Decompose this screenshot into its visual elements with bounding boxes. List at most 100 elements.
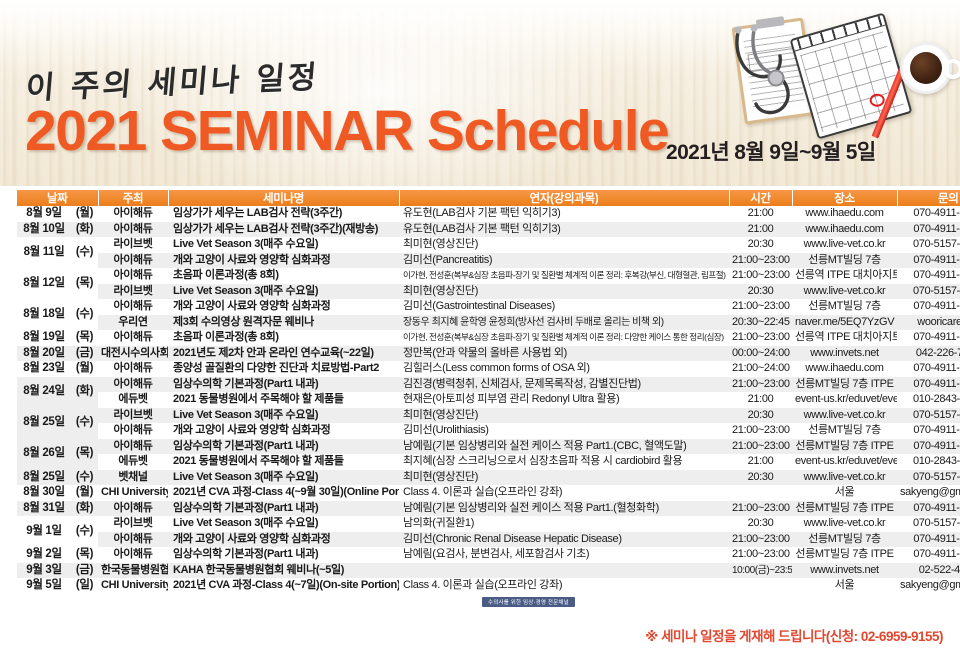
cell-host: 우리연 [98,314,168,330]
cell-contact: 070-4911-7921 [897,361,960,377]
cell-lecturer: 유도현(LAB검사 기본 팩턴 익히기3) [399,221,729,237]
table-row: 우리연 제3회 수의영상 원격자문 웨비나 장동우 최지혜 윤학영 윤정희(방사선 … [17,314,960,330]
cell-seminar-name: KAHA 한국동물병원협회 웨비나(~5일) [168,562,399,578]
cell-time: 21:00~23:00 [729,376,792,392]
cell-date: 9월 3일 [17,562,71,578]
cell-time: 21:00~23:00 [729,531,792,547]
cell-seminar-name: Live Vet Season 3(매주 수요일) [168,283,399,299]
cell-time: 21:00~24:00 [729,361,792,377]
cell-contact: 02-522-4722 [897,562,960,578]
cell-seminar-name: 개와 고양이 사료와 영양학 심화과정 [168,299,399,315]
cell-place: www.live-vet.co.kr [792,469,897,485]
cell-seminar-name: 개와 고양이 사료와 영양학 심화과정 [168,423,399,439]
table-header: 날짜 주최 세미나명 연자(강의과목) 시간 장소 문의 [17,190,960,206]
cell-lecturer: 김힐러스(Less common forms of OSA 외) [399,361,729,377]
cell-contact: 070-5157-0084 [897,283,960,299]
cell-seminar-name: 제3회 수의영상 원격자문 웨비나 [168,314,399,330]
cell-host: 아이해듀 [98,361,168,377]
table-row: 8월 20일 (금) 대전시수의사회 2021년도 제2차 안과 온라인 연수교육(~… [17,345,960,361]
cell-host: CHI University [98,485,168,501]
cell-seminar-name: 2021 동물병원에서 주목해야 할 제품들 [168,454,399,470]
cell-host: 라이브벳 [98,237,168,253]
cell-place: 서울 [792,485,897,501]
cell-seminar-name: 2021 동물병원에서 주목해야 할 제품들 [168,392,399,408]
column-header-seminar-name: 세미나명 [168,190,400,206]
cell-place: www.ihaedu.com [792,361,897,377]
cell-time: 00:00~24:00 [729,345,792,361]
cell-lecturer: 장동우 최지혜 윤학영 윤정희(방사선 검사비 두배로 올리는 비책 외) [399,314,729,330]
cell-seminar-name: 종양성 골질환의 다양한 진단과 치료방법-Part2 [168,361,399,377]
cell-contact: 042-226-7555 [897,345,960,361]
cell-place: www.ihaedu.com [792,221,897,237]
cell-date: 8월 20일 [17,345,71,361]
coffee-cup-icon [900,42,960,94]
cell-lecturer: 남예림(요검사, 분변검사, 세포함검사 기초) [399,547,729,563]
cell-contact: 070-4911-7921 [897,206,960,222]
cell-time: 21:00~23:00 [729,423,792,439]
table-row: 8월 10일 (화) 아이해듀 임상가가 세우는 LAB검사 전략(3주간)(재방송)… [17,221,960,237]
cell-place: 선릉MT빌딩 7층 [792,299,897,315]
cell-lecturer: 김미선(Urolithiasis) [399,423,729,439]
footnote-notice: ※ 세미나 일정을 게재해 드립니다(신청: 02-6959-9155) [645,629,943,644]
cell-lecturer: 김진경(병력청취, 신체검사, 문제목록작성, 감별진단법) [399,376,729,392]
cell-date: 8월 30일 [17,485,71,501]
cell-seminar-name: 초음파 이론과정(총 8회) [168,268,399,284]
table-row: 8월 25일 (수) 벳채널 Live Vet Season 3(매주 수요일) 최미현… [17,469,960,485]
page-title: 2021 SEMINAR Schedule [25,99,670,163]
cell-time: 21:00~23:00 [729,252,792,268]
cell-contact: 070-4911-7921 [897,423,960,439]
cell-place: 서울 [792,578,897,594]
cell-day-of-week: (화) [71,221,98,237]
cell-place: 선릉MT빌딩 7층 ITPE [792,547,897,563]
cell-time: 20:30 [729,283,792,299]
cell-place: 선릉MT빌딩 7층 [792,531,897,547]
cell-contact: 070-4911-7921 [897,500,960,516]
cell-lecturer: 김미선(Pancreatitis) [399,252,729,268]
column-header-host: 주최 [98,190,169,206]
cell-date: 8월 23일 [17,361,71,377]
table-row: 8월 26일 (목) 아이해듀 임상수의학 기본과정(Part1 내과) 남예림(기본 … [17,438,960,470]
cell-host: 아이해듀 [98,221,168,237]
cell-lecturer: 최지혜(심장 스크리닝으로서 심장초음파 적용 시 cardiobird 활용 [399,454,729,470]
cell-date: 8월 10일 [17,221,71,237]
table-header-row: 날짜 주최 세미나명 연자(강의과목) 시간 장소 문의 [17,190,960,206]
cell-contact: 070-5157-0084 [897,237,960,253]
seminar-schedule-table: 날짜 주최 세미나명 연자(강의과목) 시간 장소 문의 8월 9일 (월) 아이해… [17,190,960,594]
cell-contact: 070-4911-7921 [897,221,960,237]
cell-date: 9월 2일 [17,547,71,563]
cell-seminar-name: Live Vet Season 3(매주 수요일) [168,407,399,423]
cell-place: www.ihaedu.com [792,206,897,222]
cell-lecturer: 현재은(아토피성 피부염 관리 Redonyl Ultra 활용) [399,392,729,408]
cell-lecturer: Class 4. 이론과 실습(오프라인 강좌) [399,578,729,594]
column-header-place: 장소 [792,190,898,206]
cell-contact: 070-5157-0084 [897,469,960,485]
table-row: 9월 5일 (일) CHI University 2021년 CVA 과정-Class… [17,578,960,594]
cell-date: 8월 18일 [17,299,71,330]
cell-host: 아이해듀 [98,299,168,315]
table-row: 8월 12일 (목) 아이해듀 초음파 이론과정(총 8회) 이가현, 전성훈(복부&심… [17,268,960,299]
cell-place: 선릉MT빌딩 7층 ITPE [792,500,897,516]
cell-contact: 010-2843-3152 [897,392,960,408]
cell-date: 8월 31일 [17,500,71,516]
cell-lecturer: 최미현(영상진단) [399,283,729,299]
cell-seminar-name: 개와 고양이 사료와 영양학 심화과정 [168,252,399,268]
cell-place: 선릉MT빌딩 7층 ITPE [792,438,897,454]
cell-place: 선릉MT빌딩 7층 ITPE [792,376,897,392]
cell-day-of-week: (목) [71,547,98,563]
cell-time: 21:00 [729,392,792,408]
cell-seminar-name: 초음파 이론과정(총 8회) [168,330,399,346]
cell-host: 아이해듀 [98,531,168,547]
cell-day-of-week: (월) [71,485,98,501]
cell-lecturer: 정만복(안과 약물의 올바른 사용법 외) [399,345,729,361]
cell-contact: 070-4911-7921 [897,547,960,563]
cell-contact: 070-4911-7921 [897,299,960,315]
cell-lecturer [399,562,729,578]
cell-place: naver.me/5EQ7YzGV [792,314,897,330]
cell-time: 21:00 [729,454,792,470]
cell-lecturer: 남예림(기본 임상병리와 실전 케이스 적용 Part1.(혈청화학) [399,500,729,516]
cell-host: CHI University [98,578,168,594]
cell-day-of-week: (금) [71,562,98,578]
cell-contact: 070-4911-7921 [897,531,960,547]
table-row: 에듀벳 2021 동물병원에서 주목해야 할 제품들 현재은(아토피성 피부염 관리… [17,392,960,408]
coffee-liquid-icon [910,52,942,84]
